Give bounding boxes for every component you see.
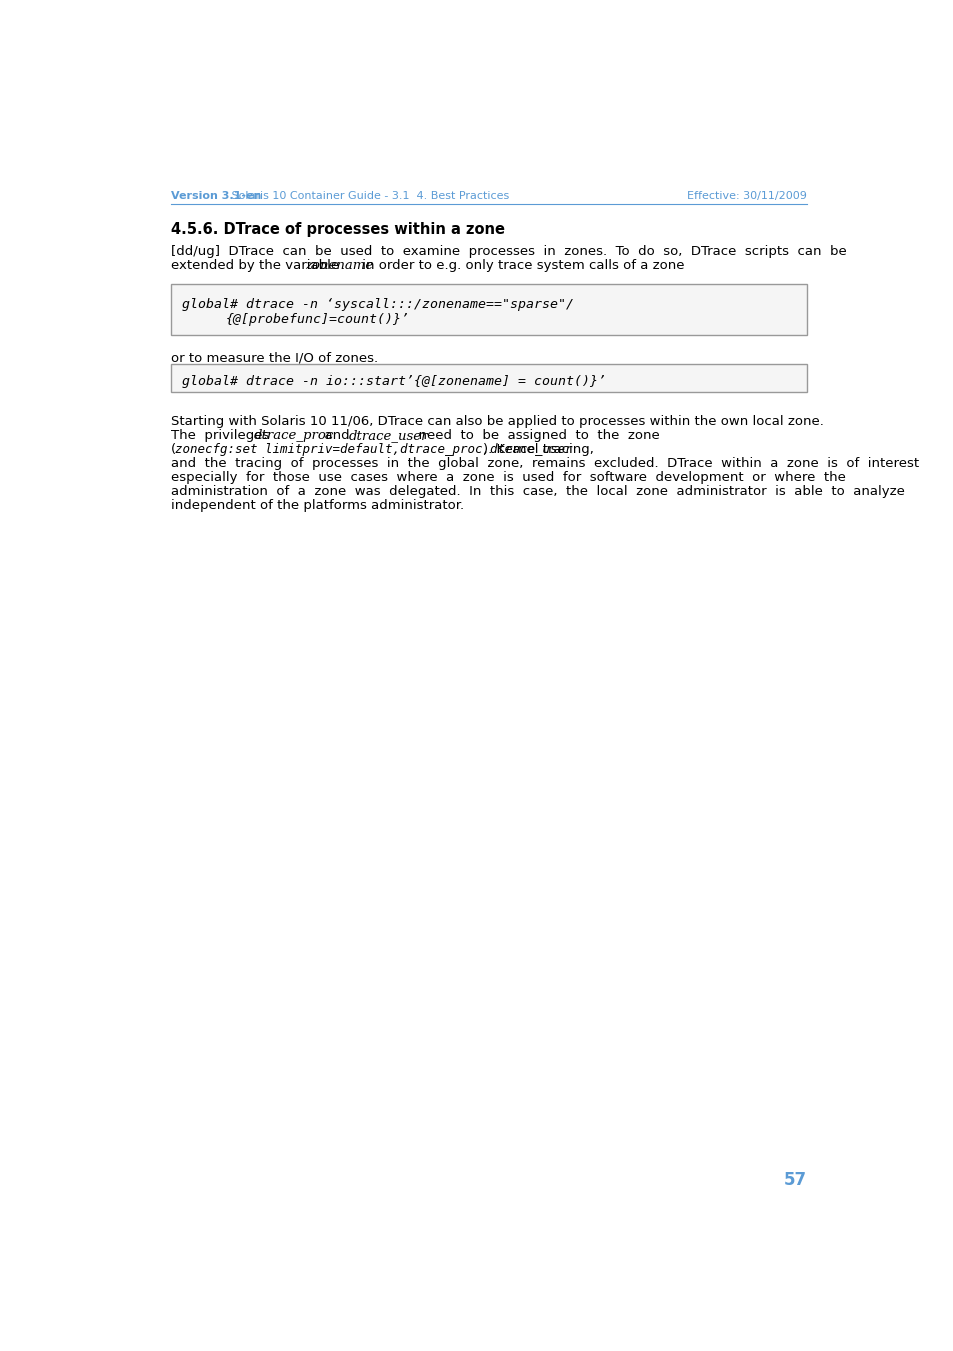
Text: especially  for  those  use  cases  where  a  zone  is  used  for  software  dev: especially for those use cases where a z… — [171, 471, 845, 484]
Text: 4.5.6. DTrace of processes within a zone: 4.5.6. DTrace of processes within a zone — [171, 222, 505, 238]
Text: independent of the platforms administrator.: independent of the platforms administrat… — [171, 499, 464, 512]
Text: extended by the variable: extended by the variable — [171, 259, 343, 272]
Text: Solaris 10 Container Guide - 3.1  4. Best Practices: Solaris 10 Container Guide - 3.1 4. Best… — [228, 192, 509, 201]
Text: Version 3.1-en: Version 3.1-en — [171, 192, 261, 201]
Text: zonecfg:set limitpriv=default,dtrace_proc,dtrace_user: zonecfg:set limitpriv=default,dtrace_pro… — [175, 443, 572, 457]
Text: or to measure the I/O of zones.: or to measure the I/O of zones. — [171, 351, 378, 365]
FancyBboxPatch shape — [171, 284, 806, 335]
Text: {@[probefunc]=count()}’: {@[probefunc]=count()}’ — [225, 313, 409, 326]
Text: need  to  be  assigned  to  the  zone: need to be assigned to the zone — [410, 430, 659, 442]
Text: global# dtrace -n io:::start’{@[zonename] = count()}’: global# dtrace -n io:::start’{@[zonename… — [182, 376, 605, 388]
Text: in order to e.g. only trace system calls of a zone: in order to e.g. only trace system calls… — [357, 259, 683, 272]
Text: dtrace_proc: dtrace_proc — [253, 430, 334, 442]
Text: dtrace_user: dtrace_user — [349, 430, 428, 442]
Text: zonename: zonename — [304, 259, 373, 272]
Text: and  the  tracing  of  processes  in  the  global  zone,  remains  excluded.  DT: and the tracing of processes in the glob… — [171, 457, 919, 470]
Text: global# dtrace -n ‘syscall:::/zonename=="sparse"/: global# dtrace -n ‘syscall:::/zonename==… — [182, 297, 574, 311]
FancyBboxPatch shape — [171, 363, 806, 392]
Text: Effective: 30/11/2009: Effective: 30/11/2009 — [686, 192, 806, 201]
Text: [dd/ug]  DTrace  can  be  used  to  examine  processes  in  zones.  To  do  so, : [dd/ug] DTrace can be used to examine pr… — [171, 246, 846, 258]
Text: 57: 57 — [782, 1171, 806, 1189]
Text: and: and — [315, 430, 358, 442]
Text: The  privileges: The privileges — [171, 430, 277, 442]
Text: (: ( — [171, 443, 176, 457]
Text: administration  of  a  zone  was  delegated.  In  this  case,  the  local  zone : administration of a zone was delegated. … — [171, 485, 904, 497]
Text: ). Kernel tracing,: ). Kernel tracing, — [483, 443, 594, 457]
Text: Starting with Solaris 10 11/06, DTrace can also be applied to processes within t: Starting with Solaris 10 11/06, DTrace c… — [171, 415, 823, 428]
